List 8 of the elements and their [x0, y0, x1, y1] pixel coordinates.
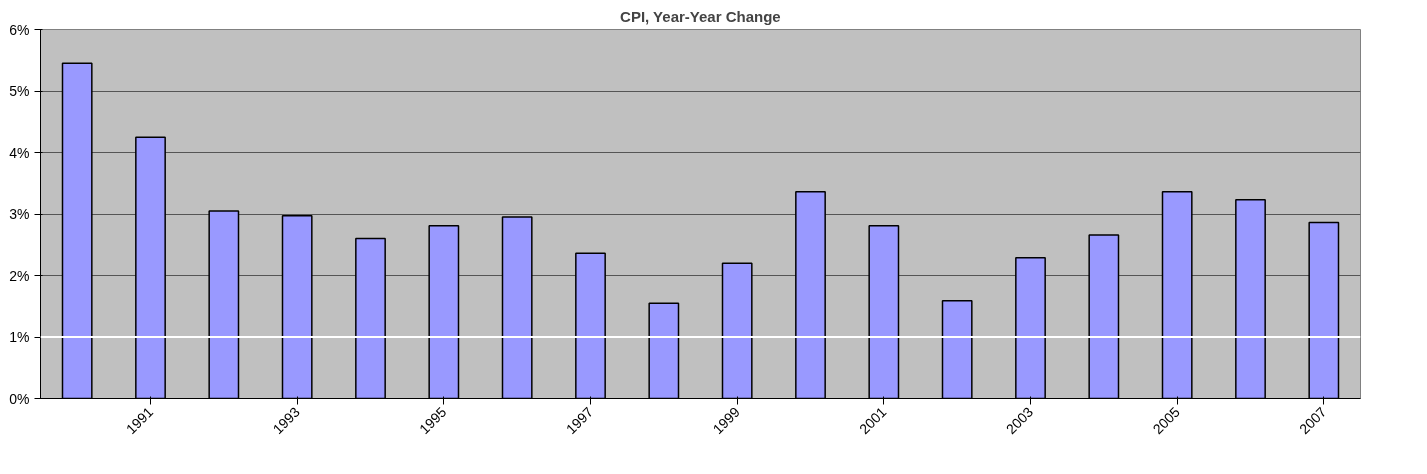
y-tick-label: 4% [9, 144, 30, 161]
chart-title: CPI, Year-Year Change [620, 7, 781, 25]
y-tick-label: 3% [9, 206, 30, 222]
y-tick-label: 1% [9, 329, 30, 345]
y-tick-label: 2% [9, 267, 30, 284]
y-tick-label: 6% [9, 21, 30, 38]
y-tick-label: 0% [9, 390, 30, 407]
y-tick-label: 5% [9, 83, 30, 99]
